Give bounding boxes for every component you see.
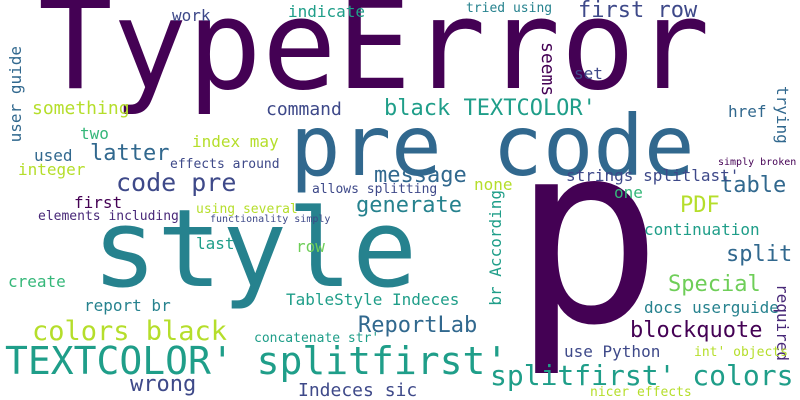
- word-special: Special: [668, 272, 761, 297]
- word-colors-black: colors black: [32, 316, 228, 347]
- word-pre-code: pre code: [290, 97, 695, 195]
- word-strings-splitlast: strings splitlast': [566, 166, 740, 185]
- word-effects-around: effects around: [170, 157, 280, 172]
- word-something: something: [32, 98, 130, 119]
- word-elements-including: elements including: [38, 209, 179, 224]
- word-first: first: [74, 193, 123, 212]
- word-split: split: [726, 242, 793, 267]
- word-row: row: [296, 237, 325, 256]
- word-one: one: [614, 183, 643, 202]
- word-code-pre: code pre: [116, 168, 237, 197]
- word-wrong: wrong: [130, 372, 197, 397]
- word-typeerror: TypeError: [38, 0, 710, 118]
- word-int-objects: int' objects: [694, 345, 788, 360]
- word-allows-splitting: allows splitting: [312, 182, 438, 197]
- word-br-according: br According: [486, 190, 505, 306]
- word-set: set: [574, 64, 603, 83]
- word-last: last: [196, 234, 235, 253]
- word-indicate: indicate: [288, 2, 366, 21]
- word-concatenate-str: concatenate str': [254, 331, 380, 346]
- word-simply-broken: simply broken: [718, 157, 797, 168]
- word-work: work: [172, 6, 211, 25]
- word-two: two: [80, 124, 109, 143]
- word-report-br: report br: [84, 296, 171, 315]
- word-latter: latter: [90, 141, 170, 166]
- word-nicer-effects: nicer effects: [590, 385, 692, 400]
- word-p: p: [512, 89, 663, 380]
- word-index-may: index may: [192, 132, 279, 151]
- word-table: table: [720, 173, 787, 198]
- word-message: message: [374, 163, 467, 188]
- word-textcolor-splitfirst: TEXTCOLOR' splitfirst': [5, 339, 509, 383]
- word-used: used: [34, 146, 73, 165]
- word-first-row: first row: [578, 0, 698, 23]
- word-style: style: [92, 187, 418, 312]
- word-indeces-sic: Indeces sic: [298, 380, 418, 400]
- word-pdf: PDF: [680, 193, 720, 218]
- word-docs-userguide: docs userguide: [644, 298, 779, 317]
- word-reportlab: ReportLab: [358, 313, 478, 338]
- word-tried-using: tried using: [466, 1, 553, 16]
- word-tablestyle-indeces: TableStyle Indeces: [286, 290, 460, 309]
- word-splitfirst-colors: splitfirst' colors: [490, 359, 794, 392]
- word-href: href: [728, 102, 767, 121]
- word-functionality-simply: functionality simply: [210, 214, 331, 225]
- word-use-python: use Python: [564, 342, 661, 361]
- word-continuation: continuation: [644, 220, 760, 239]
- word-user-guide: user guide: [6, 46, 25, 143]
- word-black-textcolor: black TEXTCOLOR': [384, 96, 596, 121]
- word-using-several: using several: [196, 202, 298, 217]
- word-integer: integer: [18, 160, 86, 179]
- word-create: create: [8, 272, 66, 291]
- word-required: required: [773, 284, 792, 362]
- word-generate: generate: [356, 193, 462, 218]
- word-blockquote: blockquote: [630, 318, 763, 343]
- word-trying: trying: [773, 86, 792, 144]
- word-command: command: [266, 99, 342, 120]
- word-seems: seems: [537, 42, 558, 97]
- word-none: none: [474, 175, 513, 194]
